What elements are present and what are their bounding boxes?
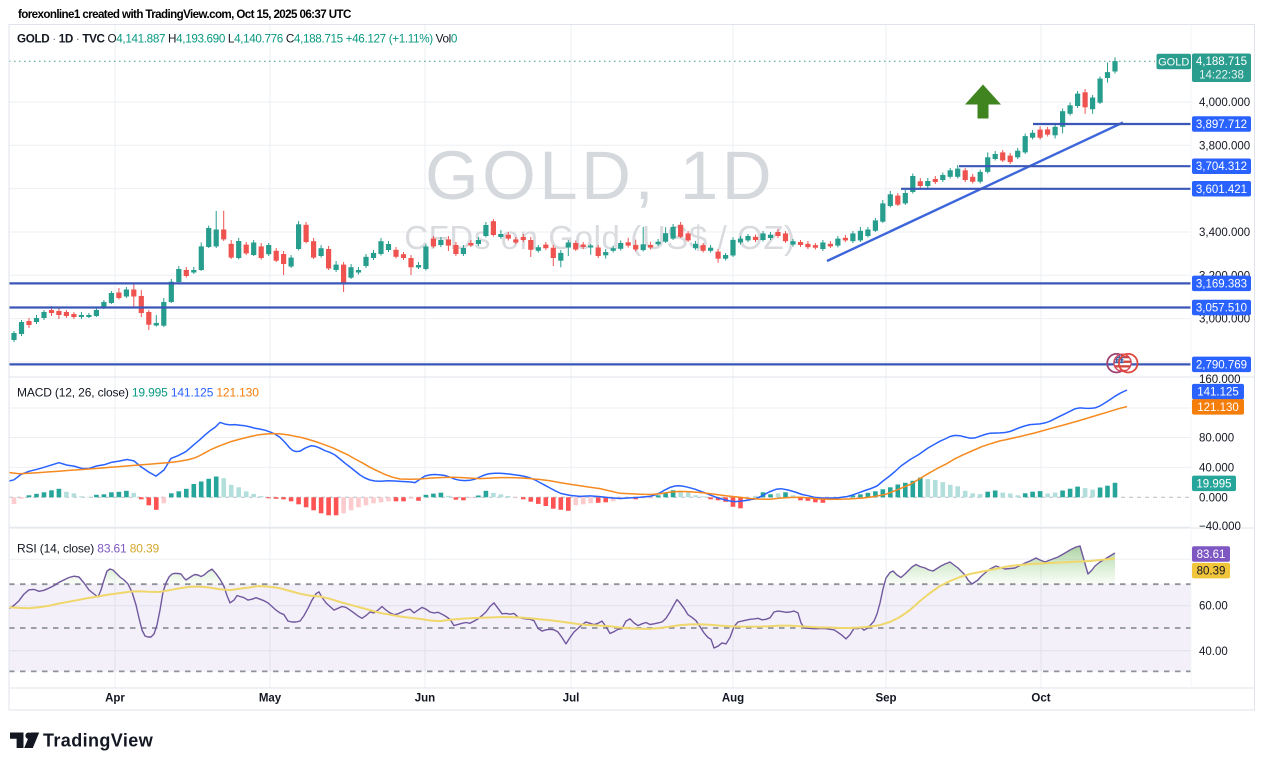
svg-text:121.130: 121.130 <box>1197 402 1239 414</box>
svg-text:160.000: 160.000 <box>1199 374 1241 386</box>
svg-text:3,169.383: 3,169.383 <box>1196 278 1247 290</box>
svg-text:RSI (14, close) 83.61 80.39: RSI (14, close) 83.61 80.39 <box>17 542 160 556</box>
svg-text:Jul: Jul <box>563 693 580 705</box>
svg-text:2,790.769: 2,790.769 <box>1196 359 1247 371</box>
svg-text:80.39: 80.39 <box>1197 566 1226 578</box>
svg-text:3,897.712: 3,897.712 <box>1196 119 1247 131</box>
svg-text:May: May <box>259 693 282 705</box>
svg-text:GOLD, 1D: GOLD, 1D <box>425 137 775 214</box>
svg-text:3,400.000: 3,400.000 <box>1199 227 1250 239</box>
svg-text:80.000: 80.000 <box>1199 433 1234 445</box>
svg-text:3,704.312: 3,704.312 <box>1196 161 1247 173</box>
svg-text:Oct: Oct <box>1031 693 1050 705</box>
svg-text:3,057.510: 3,057.510 <box>1196 303 1247 315</box>
svg-text:−40.000: −40.000 <box>1199 521 1241 533</box>
svg-text:GOLD · 1D · TVC O4,141.887 H4: GOLD · 1D · TVC O4,141.887 H4,193.690 L4… <box>17 33 458 46</box>
svg-text:3,000.000: 3,000.000 <box>1199 314 1250 326</box>
svg-text:TradingView: TradingView <box>43 731 154 751</box>
svg-text:4,000.000: 4,000.000 <box>1199 97 1250 109</box>
svg-text:141.125: 141.125 <box>1197 387 1239 399</box>
svg-text:forexonline1 created with Trad: forexonline1 created with TradingView.co… <box>18 8 352 21</box>
svg-text:Jun: Jun <box>415 693 435 705</box>
svg-text:4,188.715: 4,188.715 <box>1196 56 1247 68</box>
svg-text:19.995: 19.995 <box>1196 478 1231 490</box>
svg-text:Aug: Aug <box>722 693 744 705</box>
svg-text:40.00: 40.00 <box>1199 646 1228 658</box>
svg-text:60.00: 60.00 <box>1199 601 1228 613</box>
svg-text:Sep: Sep <box>875 693 896 705</box>
svg-text:Apr: Apr <box>105 693 125 705</box>
svg-text:MACD (12, 26, close) 19.995 1: MACD (12, 26, close) 19.995 141.125 121.… <box>17 386 259 400</box>
svg-text:83.61: 83.61 <box>1197 549 1226 561</box>
svg-text:3,800.000: 3,800.000 <box>1199 140 1250 152</box>
svg-text:14:22:38: 14:22:38 <box>1199 69 1244 81</box>
svg-text:0.000: 0.000 <box>1199 492 1228 504</box>
svg-text:GOLD: GOLD <box>1158 57 1189 69</box>
svg-text:40.000: 40.000 <box>1199 462 1234 474</box>
svg-text:3,601.421: 3,601.421 <box>1196 184 1247 196</box>
